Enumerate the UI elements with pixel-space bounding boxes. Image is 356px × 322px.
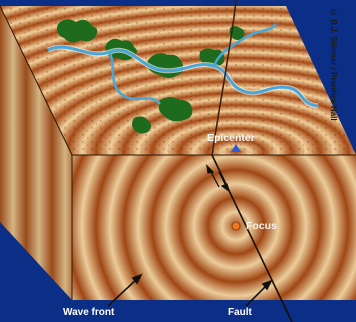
block-side [0, 6, 72, 300]
wave-front-label: Wave front [63, 307, 115, 318]
ground-surface [0, 6, 356, 155]
block-edges [0, 5, 356, 300]
fault-slip-arrows [206, 164, 231, 193]
label-pointers [107, 273, 273, 307]
fault-line [211, 0, 293, 322]
focus-marker [231, 221, 241, 231]
block-front [72, 155, 356, 300]
credit-text: © B.J. Skinner / Prentice Hall [329, 8, 338, 121]
epicenter-marker [231, 144, 241, 152]
epicenter-label: Epicenter [207, 132, 255, 144]
river [46, 23, 319, 109]
focus-label: Focus [246, 220, 277, 232]
fault-label: Fault [228, 307, 252, 318]
